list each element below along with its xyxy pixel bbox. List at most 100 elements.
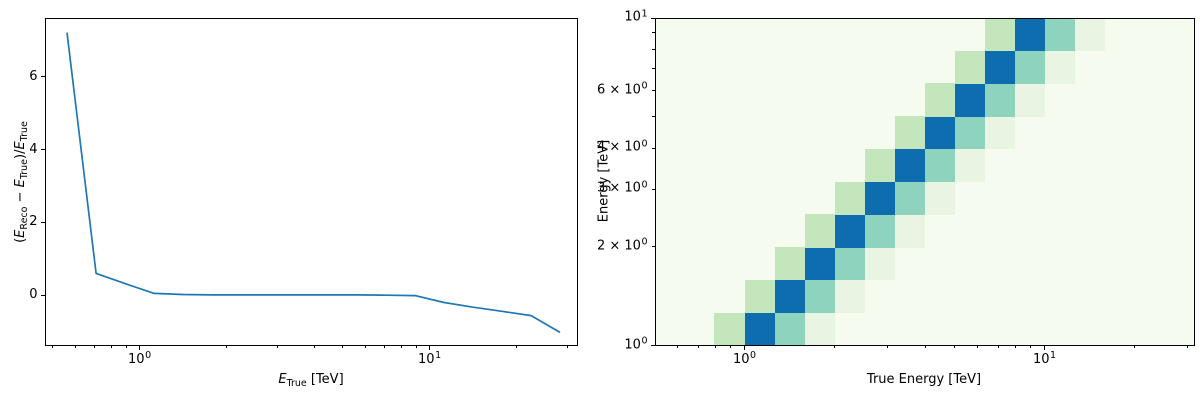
y-tick-mark — [652, 49, 655, 51]
heatmap-cell — [954, 83, 986, 117]
heatmap-cell — [894, 149, 926, 183]
y-tick-label: 2 × 100 — [596, 236, 648, 254]
heatmap-cell — [924, 116, 956, 150]
x-tick-mark — [1030, 345, 1032, 348]
y-tick-mark — [652, 147, 655, 149]
heatmap-cell — [834, 247, 866, 281]
x-tick-label: 101 — [418, 350, 442, 367]
x-tick-mark — [139, 345, 141, 350]
y-tick-mark — [652, 188, 655, 190]
x-tick-mark — [730, 345, 732, 348]
heatmap-cell — [804, 247, 836, 281]
y-tick-mark — [652, 68, 655, 70]
x-tick-mark — [887, 345, 889, 348]
x-tick-mark — [834, 345, 836, 348]
x-tick-mark — [953, 345, 955, 348]
heatmap-cell — [744, 312, 776, 346]
heatmap-cell — [984, 116, 1016, 150]
heatmap-cell — [834, 214, 866, 248]
x-tick-label: 100 — [732, 350, 757, 367]
y-tick-label: 4 × 100 — [596, 138, 648, 155]
heatmap-cell — [1014, 18, 1046, 52]
x-tick-mark — [74, 345, 76, 348]
heatmap-cell — [1014, 83, 1046, 117]
heatmap-cell — [774, 247, 806, 281]
heatmap-cell — [864, 181, 895, 215]
x-tick-mark — [125, 345, 127, 348]
left-plot-frame — [44, 18, 578, 346]
x-tick-mark — [313, 345, 315, 348]
heatmap-cell — [744, 279, 776, 314]
heatmap-cell — [834, 181, 866, 215]
x-tick-mark — [277, 345, 279, 348]
x-tick-mark — [697, 345, 699, 348]
x-tick-mark — [94, 345, 96, 348]
x-tick-mark — [364, 345, 366, 348]
y-tick-label: 3 × 100 — [596, 179, 648, 196]
x-tick-mark — [226, 345, 228, 348]
heatmap-cell — [1074, 18, 1105, 52]
y-tick-label: 4 — [29, 141, 38, 157]
x-tick-mark — [567, 345, 569, 348]
heatmap-cell — [984, 83, 1016, 117]
y-tick-mark — [40, 76, 45, 78]
heatmap-cell — [924, 149, 956, 183]
heatmap-cell — [804, 312, 836, 346]
x-tick-mark — [400, 345, 402, 348]
y-tick-label: 0 — [29, 287, 38, 303]
left-x-axis-label: ETrue [TeV] — [278, 372, 344, 389]
x-tick-mark — [1187, 345, 1189, 348]
heatmap-cell — [894, 181, 926, 215]
heatmap-cell — [864, 214, 895, 248]
x-tick-mark — [1134, 345, 1136, 348]
x-tick-mark — [977, 345, 979, 348]
y-tick-mark — [652, 116, 655, 118]
y-tick-mark — [40, 149, 45, 150]
heatmap-cell — [984, 18, 1016, 52]
heatmap-cell — [1014, 50, 1046, 84]
x-tick-mark — [714, 345, 716, 348]
heatmap-cell — [1044, 18, 1076, 52]
heatmap-cell — [774, 312, 806, 346]
x-tick-mark — [429, 345, 431, 350]
x-tick-mark — [110, 345, 112, 348]
x-tick-mark — [341, 345, 343, 348]
heatmap-cell — [804, 214, 836, 248]
y-tick-label: 6 — [29, 68, 38, 84]
heatmap-cell — [954, 50, 986, 84]
heatmap-cell — [954, 149, 986, 183]
y-tick-mark — [650, 17, 655, 19]
x-tick-mark — [51, 345, 53, 348]
heatmap-cell — [804, 279, 836, 314]
x-tick-label: 100 — [128, 350, 152, 367]
x-tick-mark — [415, 345, 417, 348]
x-tick-mark — [516, 345, 518, 348]
y-tick-label: 2 — [29, 214, 38, 230]
x-tick-label: 101 — [1032, 350, 1057, 367]
y-tick-label: 6 × 100 — [596, 80, 648, 98]
y-tick-mark — [40, 221, 45, 223]
x-tick-mark — [744, 345, 746, 350]
y-tick-mark — [652, 32, 655, 34]
x-tick-mark — [997, 345, 999, 348]
heatmap-cell — [894, 214, 926, 248]
heatmap-cell — [1044, 50, 1076, 84]
x-tick-mark — [1014, 345, 1016, 348]
y-tick-label: 100 — [624, 335, 648, 352]
right-x-axis-label: True Energy [TeV] — [866, 372, 982, 387]
y-tick-mark — [40, 294, 45, 296]
y-tick-mark — [652, 90, 655, 92]
x-tick-mark — [384, 345, 386, 348]
heatmap-cell — [714, 312, 746, 346]
x-tick-mark — [1044, 345, 1046, 350]
y-tick-label: 101 — [624, 8, 648, 25]
heatmap-cell — [894, 116, 926, 150]
y-tick-mark — [650, 345, 655, 346]
x-tick-mark — [924, 345, 926, 348]
heatmap-cell — [834, 279, 866, 314]
heatmap-cell — [924, 83, 956, 117]
heatmap-cell — [954, 116, 986, 150]
heatmap-cell — [864, 149, 895, 183]
heatmap-cell — [984, 50, 1016, 84]
